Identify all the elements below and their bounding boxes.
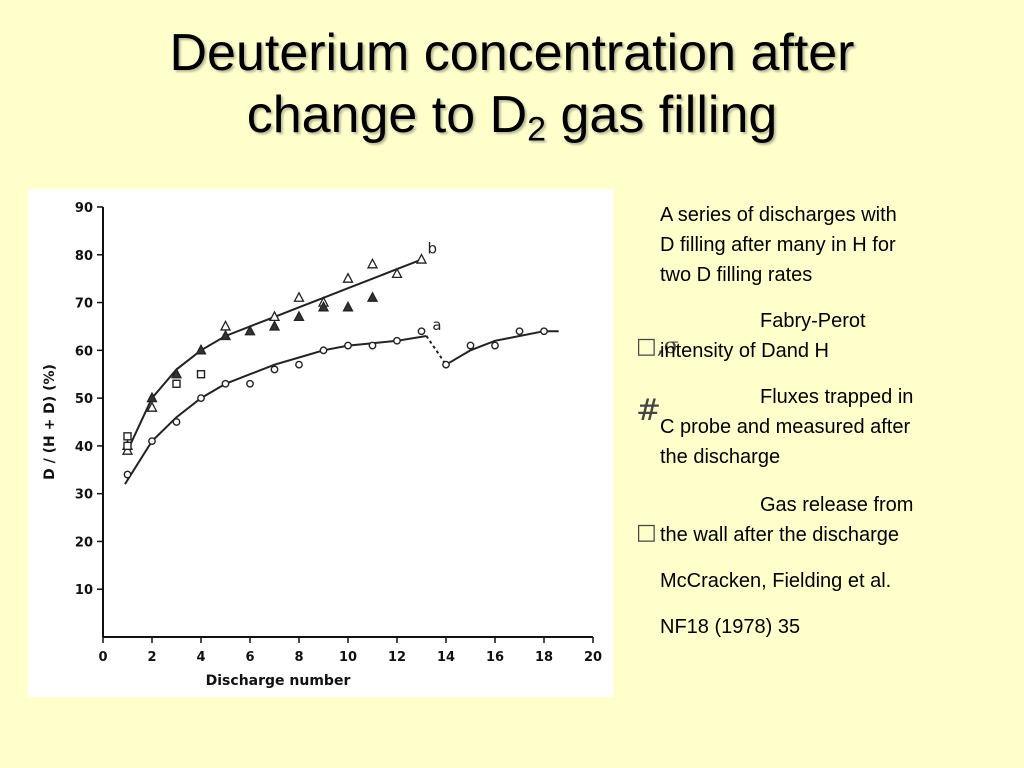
data-point-circle xyxy=(295,360,303,369)
x-tick-label: 2 xyxy=(147,650,156,665)
x-tick-label: 14 xyxy=(437,650,455,665)
curve-label-a: a xyxy=(432,316,441,334)
data-point-square xyxy=(172,379,181,388)
data-point-circle xyxy=(442,360,450,369)
gas-release-line-2: the wall after the discharge xyxy=(660,524,900,546)
data-point-open-triangle xyxy=(342,272,354,283)
data-point-filled-triangle xyxy=(219,329,232,341)
fabry-perot-line-2: intensity of Dand H xyxy=(660,340,829,362)
data-point-open-triangle xyxy=(415,253,428,264)
intro-line-2: D filling after many in H for xyxy=(660,234,896,256)
title-line-1: Deuterium concentration after xyxy=(169,24,855,82)
square-marker-icon: □ xyxy=(636,520,657,545)
fluxes-line-3: the discharge xyxy=(660,446,781,468)
chart-image: 0 2 4 6 8 10 12 14 16 18 20 10 20 30 40 50 60 70 80 90 Disch… xyxy=(28,189,613,697)
x-tick-label: 0 xyxy=(98,650,107,665)
x-tick-label: 18 xyxy=(535,650,553,665)
data-point-circle xyxy=(123,470,132,479)
y-tick-label: 40 xyxy=(75,440,93,455)
y-tick-label: 30 xyxy=(75,488,93,503)
data-point-filled-triangle xyxy=(170,367,183,379)
intro-text: A series of discharges with D filling af… xyxy=(660,200,897,290)
title-subscript: 2 xyxy=(527,110,547,149)
title-line-2-text: change to D xyxy=(246,86,528,144)
fluxes-line-2: C probe and measured after xyxy=(660,416,911,438)
data-point-open-triangle xyxy=(219,320,232,331)
data-point-circle xyxy=(368,341,377,350)
x-tick-label: 20 xyxy=(584,650,602,665)
title-line-2-tail: gas filling xyxy=(546,86,778,144)
data-point-circle xyxy=(148,437,156,446)
data-point-open-triangle xyxy=(293,291,305,302)
data-point-circle xyxy=(246,379,254,388)
fit-curve-3 xyxy=(445,330,559,366)
fit-curve-1 xyxy=(124,335,427,485)
data-point-square xyxy=(123,432,132,441)
fabry-perot-marker-icon: □,σ xyxy=(636,334,679,359)
data-point-circle xyxy=(344,341,352,350)
data-point-circle xyxy=(270,365,279,374)
reference-authors: McCracken, Fielding et al. xyxy=(660,570,892,592)
data-point-filled-triangle xyxy=(195,343,207,355)
data-point-filled-triangle xyxy=(244,324,256,336)
data-point-circle xyxy=(491,341,499,350)
x-tick-label: 8 xyxy=(294,650,303,665)
x-tick-label: 12 xyxy=(388,650,406,665)
data-point-circle xyxy=(417,327,426,336)
data-point-circle xyxy=(515,327,524,336)
fabry-perot-line-1: Fabry-Perot xyxy=(760,310,866,332)
reference-journal: NF18 (1978) 35 xyxy=(660,616,801,638)
data-point-open-triangle xyxy=(146,401,158,412)
x-tick-label: 16 xyxy=(486,650,504,665)
data-point-square xyxy=(123,441,132,451)
curve-label-b: b xyxy=(428,240,438,258)
title-line-2: change to D2 gas filling xyxy=(0,84,1024,149)
data-point-filled-triangle xyxy=(146,391,158,403)
y-axis-label: D / (H + D) (%) xyxy=(42,364,58,480)
hash-marker-icon: # xyxy=(636,393,662,428)
intro-line-3: two D filling rates xyxy=(660,264,813,286)
data-point-circle xyxy=(393,336,401,345)
intro-line-1: A series of discharges with xyxy=(660,204,897,226)
y-tick-label: 70 xyxy=(75,297,93,312)
x-tick-label: 4 xyxy=(196,650,205,665)
fit-curve-2 xyxy=(425,335,447,366)
y-tick-label: 20 xyxy=(75,535,93,550)
data-point-filled-triangle xyxy=(342,300,354,312)
data-point-circle xyxy=(466,341,475,350)
notes-panel: A series of discharges with D filling af… xyxy=(620,200,1020,660)
data-point-circle xyxy=(540,327,548,336)
data-point-filled-triangle xyxy=(268,320,281,331)
y-tick-label: 90 xyxy=(75,201,93,216)
gas-release-line-1: Gas release from xyxy=(760,494,914,516)
x-tick-label: 6 xyxy=(245,650,254,665)
y-tick-label: 80 xyxy=(75,249,93,264)
data-point-filled-triangle xyxy=(293,310,305,322)
x-axis-label: Discharge number xyxy=(206,673,351,689)
data-point-circle xyxy=(197,394,205,403)
y-tick-label: 50 xyxy=(75,392,93,407)
data-point-circle xyxy=(172,418,181,426)
x-tick-label: 10 xyxy=(339,650,357,665)
data-point-circle xyxy=(221,379,230,388)
data-point-square xyxy=(196,370,206,379)
deuterium-chart: 0 2 4 6 8 10 12 14 16 18 20 10 20 30 40 50 60 70 80 90 Disch… xyxy=(42,201,602,689)
data-point-circle xyxy=(319,346,328,355)
y-tick-label: 60 xyxy=(75,344,93,359)
data-point-open-triangle xyxy=(366,257,379,269)
data-point-open-triangle xyxy=(391,267,403,279)
fluxes-line-1: Fluxes trapped in xyxy=(760,386,914,408)
y-tick-label: 10 xyxy=(75,583,93,598)
data-point-filled-triangle xyxy=(317,300,330,312)
data-point-filled-triangle xyxy=(366,291,379,302)
slide-title: Deuterium concentration after change to … xyxy=(0,22,1024,149)
